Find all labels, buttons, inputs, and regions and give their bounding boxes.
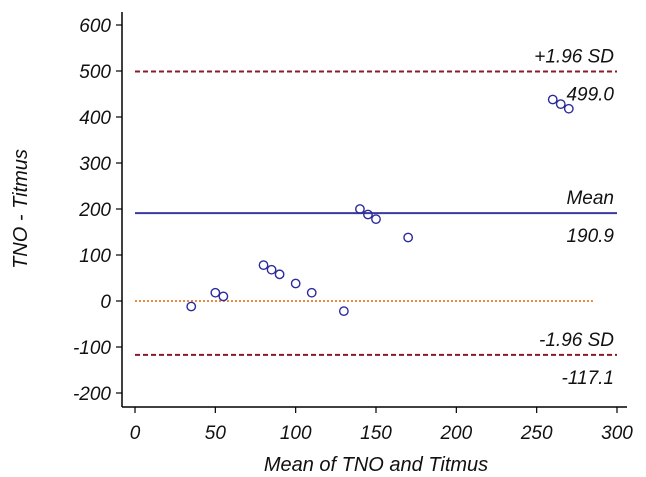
data-point xyxy=(218,291,229,302)
data-point xyxy=(274,269,285,280)
y-tick-label: -200 xyxy=(73,384,111,405)
data-point xyxy=(363,209,373,220)
y-tick-label: 500 xyxy=(79,62,111,83)
data-point xyxy=(547,94,558,105)
x-tick-label: 200 xyxy=(439,423,472,444)
data-point xyxy=(555,99,566,110)
data-point xyxy=(563,103,574,114)
ref-value-mean: 190.9 xyxy=(566,226,614,247)
x-tick-label: 250 xyxy=(520,423,553,444)
ref-label-lower: -1.96 SD xyxy=(539,330,614,351)
ref-label-mean: Mean xyxy=(566,188,614,209)
y-tick-label: 600 xyxy=(79,16,111,37)
y-tick-label: 200 xyxy=(78,200,111,221)
data-point xyxy=(186,301,197,312)
y-tick-label: 400 xyxy=(79,108,111,129)
x-axis-label: Mean of TNO and Titmus xyxy=(264,454,488,476)
ticks: -200 -100 0 100 200 300 400 500 600 0 50 100 150 200 2… xyxy=(73,16,633,444)
ref-value-lower: -117.1 xyxy=(562,368,614,389)
x-tick-label: 150 xyxy=(360,423,392,444)
ref-value-upper: 499.0 xyxy=(566,84,614,105)
data-point xyxy=(403,232,414,243)
reference-lines: +1.96 SD 499.0 Mean 190.9 -1.96 SD -117.1 xyxy=(135,46,617,389)
x-tick-label: 100 xyxy=(280,423,312,444)
data-point xyxy=(258,260,269,271)
data-point xyxy=(338,306,349,317)
y-tick-label: 300 xyxy=(79,154,111,175)
data-point xyxy=(266,264,277,275)
data-point xyxy=(306,287,317,298)
y-tick-label: 0 xyxy=(100,292,111,313)
y-tick-label: 100 xyxy=(79,246,111,267)
data-point xyxy=(371,214,381,225)
data-point xyxy=(290,278,301,289)
data-point xyxy=(355,204,365,214)
x-tick-label: 0 xyxy=(130,423,141,444)
data-point xyxy=(210,287,221,298)
y-axis-label: TNO - Titmus xyxy=(10,149,32,269)
data-points xyxy=(186,94,574,317)
x-tick-label: 50 xyxy=(205,423,227,444)
ref-label-upper: +1.96 SD xyxy=(534,46,614,67)
y-tick-label: -100 xyxy=(73,338,111,359)
x-tick-label: 300 xyxy=(601,423,633,444)
